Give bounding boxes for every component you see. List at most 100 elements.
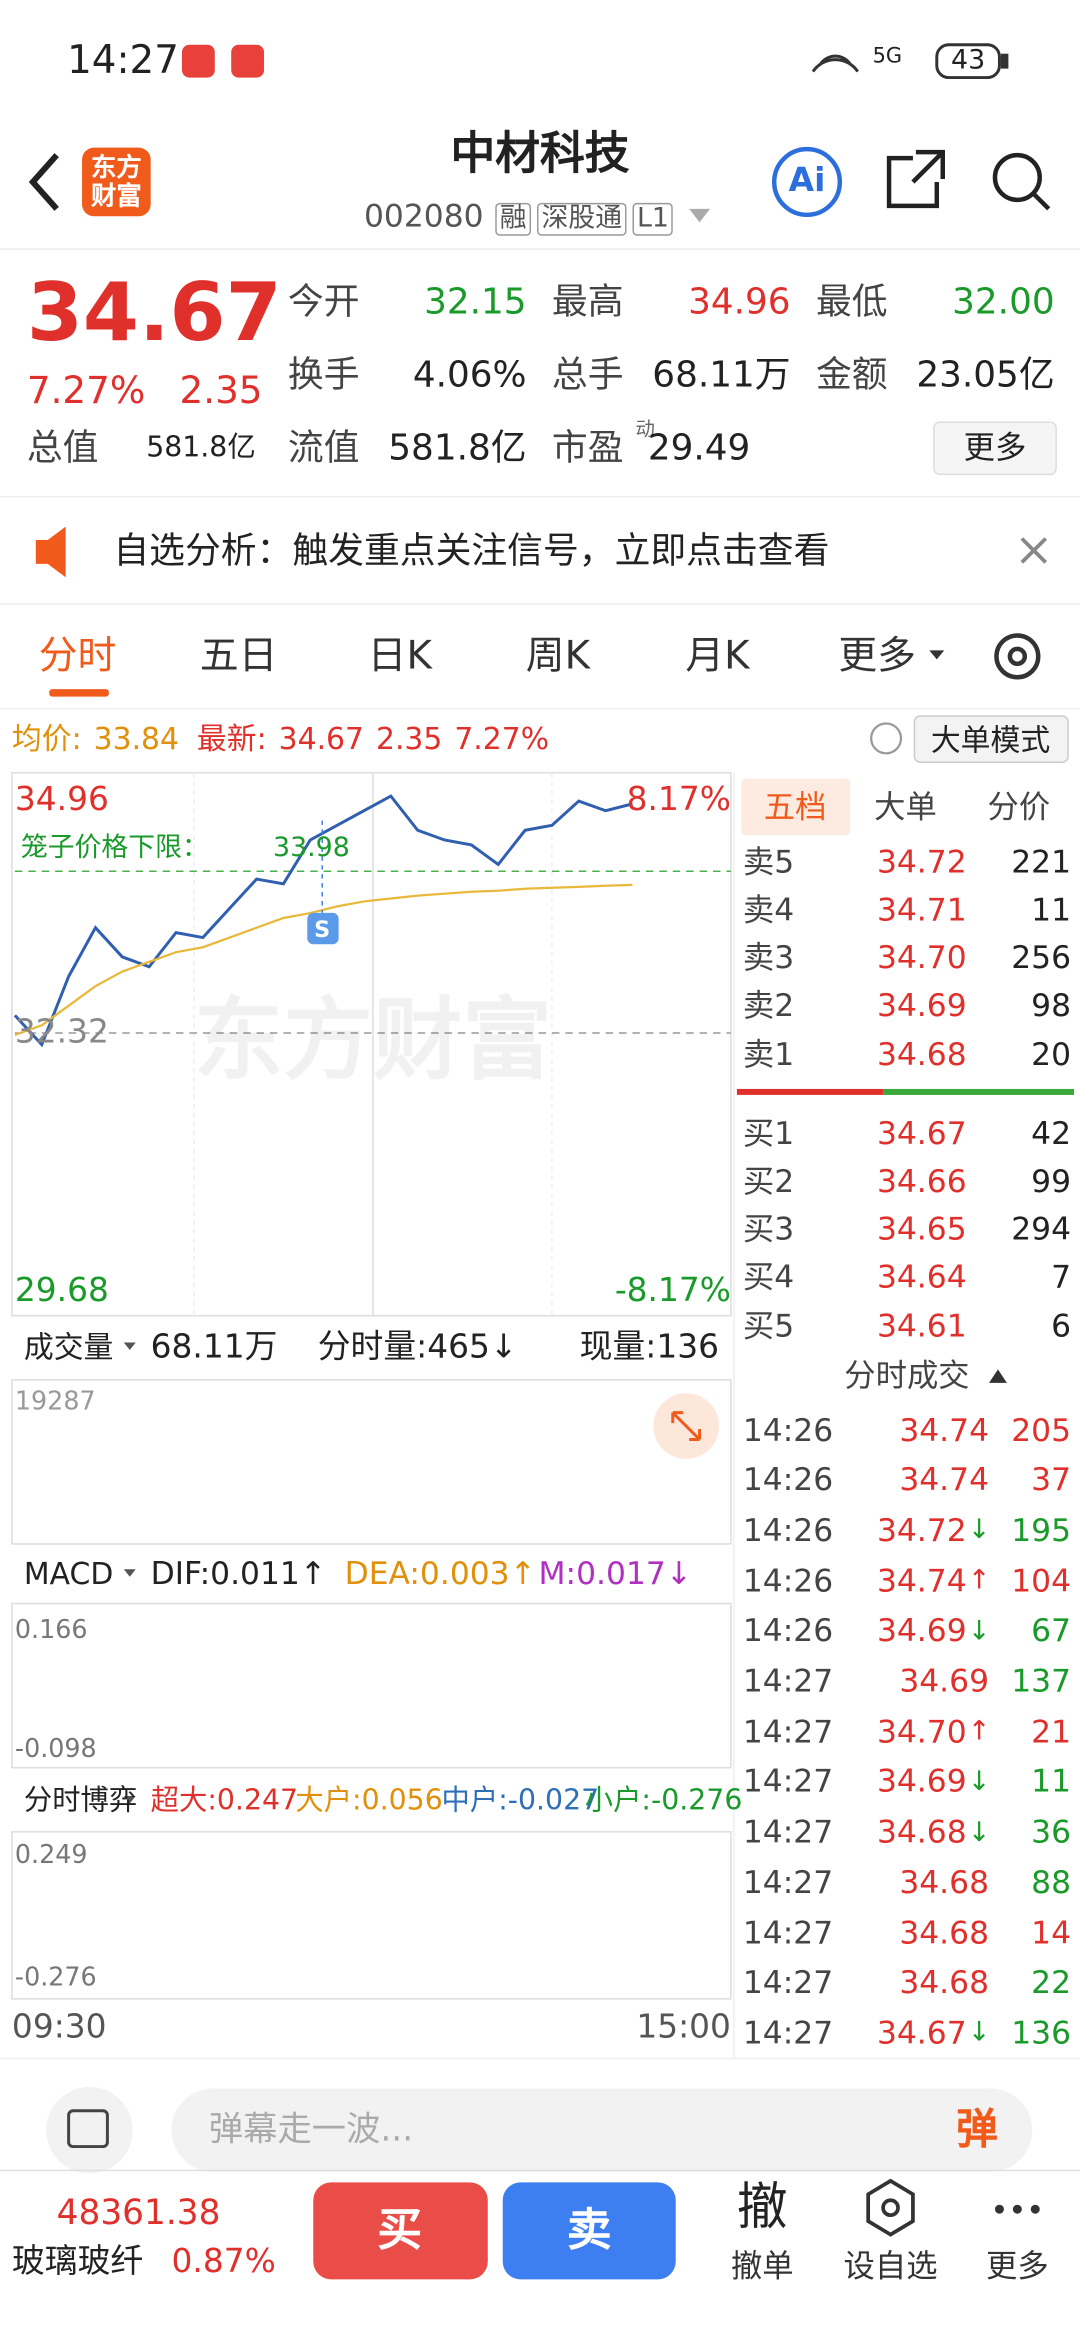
signal-marker-bg — [307, 912, 339, 945]
status-battery: 43 — [951, 44, 986, 77]
tab[interactable]: 五日 — [199, 633, 278, 679]
ask-bar — [736, 1088, 884, 1095]
cage-value: 33.98 — [272, 832, 350, 864]
book-volume: 7 — [1051, 1259, 1072, 1296]
sell-label[interactable]: 卖 — [566, 2204, 612, 2257]
trade-price: 34.74 — [876, 1562, 967, 1599]
more-label[interactable]: 更多 — [986, 2247, 1049, 2284]
field-sup: 动 — [635, 418, 655, 441]
banner-text[interactable]: 自选分析：触发重点关注信号，立即点击查看 — [113, 529, 830, 572]
field-value: 23.05亿 — [916, 353, 1055, 396]
field-label: 换手 — [287, 353, 360, 396]
tab[interactable]: 月K — [685, 633, 750, 679]
status-network: 5G — [872, 44, 903, 69]
settings-icon[interactable] — [994, 633, 1041, 680]
book-label: 卖2 — [742, 988, 795, 1024]
y-min-label: 29.68 — [14, 1272, 109, 1310]
trade-time: 14:27 — [742, 1814, 834, 1850]
macd-label[interactable]: MACD — [23, 1555, 114, 1592]
field-label: 金额 — [815, 353, 888, 396]
change-pct: 7.27% — [26, 367, 146, 411]
x-tick-label: 15:00 — [636, 2009, 731, 2047]
sell-button[interactable] — [502, 2182, 676, 2280]
trade-time: 14:27 — [742, 2015, 834, 2051]
orderbook-tab[interactable]: 大单 — [874, 788, 937, 825]
help-icon[interactable] — [870, 722, 903, 755]
trade-volume: 205 — [1011, 1411, 1072, 1448]
game-min: -0.276 — [14, 1962, 97, 1993]
book-price: 34.71 — [876, 891, 967, 928]
book-price: 34.65 — [876, 1211, 967, 1248]
game-label[interactable]: 分时博弈 — [23, 1783, 138, 1817]
book-volume: 256 — [1011, 939, 1072, 976]
info-change-pct: 7.27% — [454, 720, 550, 757]
volume-max: 19287 — [14, 1386, 96, 1417]
dropdown — [123, 1569, 136, 1577]
comment-placeholder[interactable]: 弹幕走一波... — [208, 2110, 414, 2149]
mode-button-bg[interactable] — [913, 715, 1069, 764]
tag-dropdown — [689, 208, 711, 223]
tab[interactable]: 更多 — [838, 633, 916, 679]
close-icon[interactable] — [1020, 537, 1048, 564]
comment-icon-bg[interactable] — [46, 2086, 133, 2174]
more-button[interactable]: 更多 — [963, 428, 1027, 465]
info-avg-label: 均价: — [11, 720, 82, 757]
stock-tag: 融 — [495, 202, 532, 236]
comment-button[interactable]: 弹 — [956, 2104, 998, 2155]
volume-label[interactable]: 成交量 — [23, 1329, 114, 1365]
status-icons — [181, 43, 1009, 80]
status-time: 14:27 — [67, 38, 179, 84]
ai-icon[interactable] — [771, 146, 843, 218]
game-big: 大户:0.056 — [295, 1783, 443, 1817]
field-label: 总手 — [551, 353, 624, 396]
trade-volume: 137 — [1011, 1663, 1072, 1700]
cancel-icon[interactable]: 撤 — [736, 2177, 788, 2238]
more-icon[interactable] — [994, 2204, 1040, 2214]
field-value: 68.11万 — [652, 353, 791, 396]
tab[interactable]: 分时 — [38, 633, 117, 679]
buy-button[interactable] — [313, 2182, 488, 2280]
book-price: 34.64 — [876, 1259, 967, 1296]
info-last: 34.67 — [278, 720, 365, 757]
book-volume: 11 — [1031, 891, 1072, 928]
trade-time: 14:27 — [742, 1763, 834, 1800]
orderbook-tab[interactable]: 五档 — [763, 788, 827, 825]
orderbook-tab-active[interactable] — [741, 778, 851, 836]
trade-price: 34.68 — [899, 1914, 990, 1951]
trade-time: 14:27 — [742, 1713, 834, 1750]
cancel-label[interactable]: 撤单 — [730, 2247, 794, 2284]
book-price: 34.69 — [876, 988, 967, 1024]
field-label: 流值 — [287, 426, 360, 469]
field-value: 581.8亿 — [388, 426, 527, 469]
book-price: 34.70 — [876, 939, 967, 976]
logo-text: 东方财富 — [90, 153, 142, 212]
ai-label[interactable]: Ai — [788, 162, 826, 200]
orderbook-tab[interactable]: 分价 — [987, 788, 1051, 825]
more-button-bg — [933, 421, 1057, 476]
tab[interactable]: 日K — [367, 633, 432, 679]
field-value: 581.8亿 — [146, 430, 256, 464]
buy-label[interactable]: 买 — [377, 2204, 423, 2257]
index-name: 玻璃玻纤 — [11, 2243, 144, 2281]
stock-code: 002080 — [363, 197, 484, 234]
trades-title: 分时成交 — [844, 1356, 970, 1393]
share-icon[interactable] — [886, 149, 945, 209]
price-panel — [11, 771, 732, 1317]
search-icon[interactable] — [992, 152, 1042, 203]
settings-icon-core — [1007, 646, 1028, 667]
back-icon[interactable] — [28, 153, 59, 211]
trade-time: 14:27 — [742, 1663, 834, 1700]
trade-volume: 14 — [1031, 1914, 1072, 1951]
field-value: 34.96 — [688, 280, 791, 323]
mode-button[interactable]: 大单模式 — [930, 721, 1051, 758]
volume-current: 现量:136 — [579, 1329, 720, 1367]
comment-input[interactable] — [171, 2088, 1033, 2172]
trade-time: 14:26 — [742, 1512, 834, 1549]
watch-icon[interactable] — [866, 2178, 915, 2237]
book-price: 34.66 — [876, 1163, 967, 1200]
field-value: 4.06% — [412, 353, 527, 396]
watch-label[interactable]: 设自选 — [843, 2247, 938, 2284]
tab[interactable]: 周K — [525, 633, 591, 679]
collapse-icon[interactable] — [989, 1369, 1007, 1383]
trade-price: 34.70 — [876, 1713, 967, 1750]
